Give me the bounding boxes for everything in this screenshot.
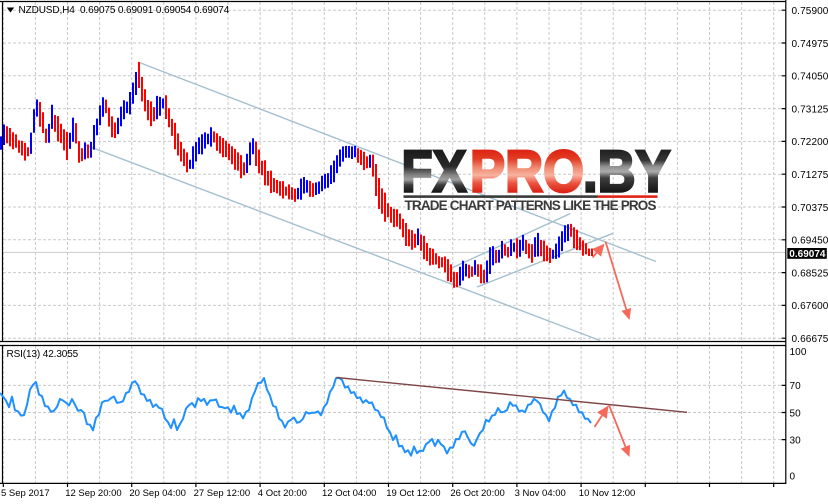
svg-text:FX: FX: [402, 139, 467, 205]
svg-text:0.69074: 0.69074: [789, 249, 826, 260]
svg-text:0.74975: 0.74975: [792, 39, 828, 50]
svg-text:3 Nov 04:00: 3 Nov 04:00: [515, 488, 566, 499]
svg-text:0.70375: 0.70375: [792, 203, 828, 214]
svg-text:0.68525: 0.68525: [792, 268, 828, 279]
svg-text:26 Oct 20:00: 26 Oct 20:00: [450, 488, 504, 499]
svg-text:5 Sep 2017: 5 Sep 2017: [1, 488, 50, 499]
svg-text:27 Sep 12:00: 27 Sep 12:00: [194, 488, 251, 499]
svg-text:0.74050: 0.74050: [792, 72, 828, 83]
svg-text:PRO: PRO: [470, 139, 584, 205]
svg-text:0.69450: 0.69450: [792, 236, 828, 247]
svg-text:RSI(13) 42.3055: RSI(13) 42.3055: [7, 349, 79, 360]
svg-text:NZDUSD,H4 0.69075 0.69091 0.6: NZDUSD,H4 0.69075 0.69091 0.69054 0.6907…: [19, 5, 230, 16]
svg-text:TRADE CHART PATTERNS LIKE THE: TRADE CHART PATTERNS LIKE THE PROS: [405, 198, 657, 213]
svg-text:0.71275: 0.71275: [792, 170, 828, 181]
svg-text:0.75900: 0.75900: [792, 6, 828, 17]
svg-text:12 Sep 20:00: 12 Sep 20:00: [65, 488, 122, 499]
svg-text:20 Sep 04:00: 20 Sep 04:00: [129, 488, 186, 499]
svg-text:70: 70: [790, 381, 802, 392]
svg-text:10 Nov 12:00: 10 Nov 12:00: [579, 488, 636, 499]
svg-text:12 Oct 04:00: 12 Oct 04:00: [322, 488, 376, 499]
svg-text:100: 100: [790, 347, 807, 358]
svg-text:0: 0: [790, 471, 796, 482]
svg-text:0.67600: 0.67600: [792, 301, 828, 312]
svg-text:0.66675: 0.66675: [792, 334, 828, 345]
svg-text:19 Oct 12:00: 19 Oct 12:00: [386, 488, 440, 499]
svg-text:0.72200: 0.72200: [792, 137, 828, 148]
svg-text:.BY: .BY: [583, 139, 671, 205]
svg-text:30: 30: [790, 435, 802, 446]
svg-text:0.73125: 0.73125: [792, 104, 828, 115]
svg-text:50: 50: [790, 408, 802, 419]
svg-text:4 Oct 20:00: 4 Oct 20:00: [258, 488, 307, 499]
